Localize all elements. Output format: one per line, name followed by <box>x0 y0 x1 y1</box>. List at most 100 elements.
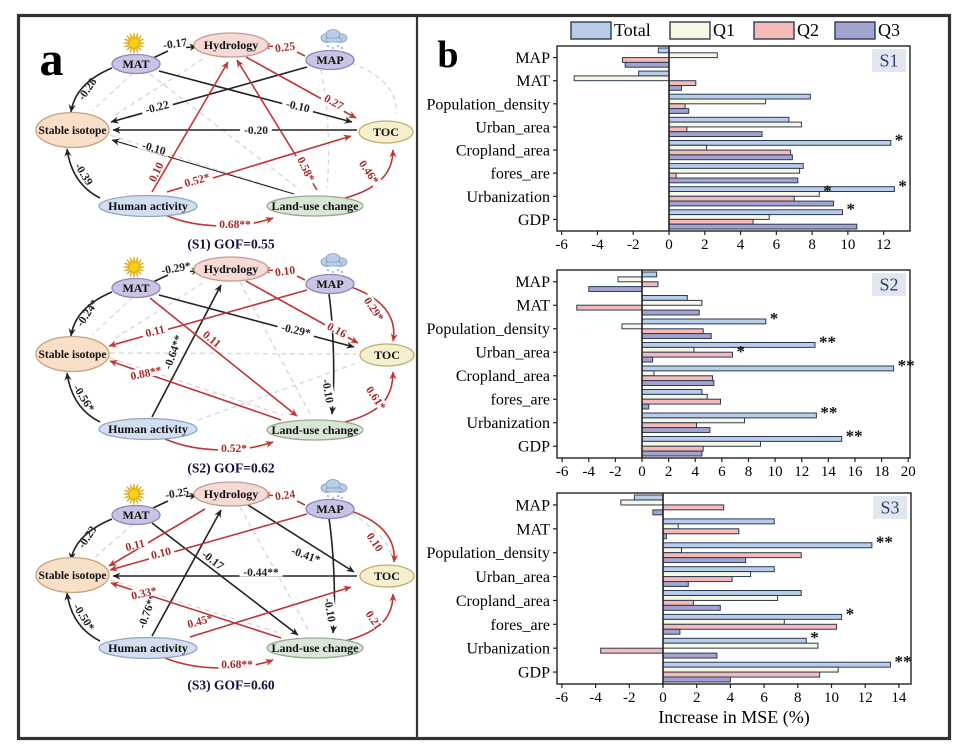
svg-text:*: * <box>847 200 856 219</box>
svg-text:-0.29*: -0.29* <box>160 260 192 277</box>
svg-text:18: 18 <box>874 464 889 480</box>
svg-text:8: 8 <box>808 237 816 253</box>
svg-text:S2: S2 <box>879 275 898 295</box>
svg-text:*: * <box>898 177 907 196</box>
svg-text:TOC: TOC <box>374 348 400 362</box>
svg-text:Stable isotope: Stable isotope <box>38 349 106 361</box>
svg-text:0.68**: 0.68** <box>219 219 251 231</box>
svg-text:0: 0 <box>665 237 673 253</box>
svg-text:*: * <box>770 309 779 328</box>
svg-text:6: 6 <box>773 237 781 253</box>
svg-text:0.52*: 0.52* <box>221 443 247 455</box>
svg-text:12: 12 <box>876 237 891 253</box>
svg-text:b: b <box>437 34 458 76</box>
svg-text:**: ** <box>820 403 837 422</box>
svg-text:16: 16 <box>847 464 863 480</box>
svg-text:-2: -2 <box>623 690 636 706</box>
svg-text:MAP: MAP <box>316 277 343 291</box>
svg-text:Total: Total <box>614 20 651 40</box>
svg-text:-0.20: -0.20 <box>244 125 268 137</box>
svg-text:Cropland_area: Cropland_area <box>456 368 550 385</box>
svg-text:0.11: 0.11 <box>144 324 166 340</box>
svg-text:Hydrology: Hydrology <box>204 487 258 501</box>
svg-text:12: 12 <box>794 464 809 480</box>
svg-text:S1: S1 <box>879 51 898 71</box>
svg-text:*: * <box>737 342 746 361</box>
svg-text:(S1) GOF=0.55: (S1) GOF=0.55 <box>187 237 274 252</box>
svg-text:-0.44**: -0.44** <box>243 567 279 579</box>
svg-text:0.25: 0.25 <box>274 41 296 56</box>
svg-text:-0.25: -0.25 <box>164 486 190 502</box>
svg-text:GDP: GDP <box>518 665 550 682</box>
svg-text:20: 20 <box>901 464 916 480</box>
svg-text:-2: -2 <box>609 464 622 480</box>
svg-text:10: 10 <box>824 690 839 706</box>
svg-text:TOC: TOC <box>374 569 400 583</box>
svg-text:(S2) GOF=0.62: (S2) GOF=0.62 <box>187 461 274 476</box>
svg-text:14: 14 <box>891 690 907 706</box>
svg-text:TOC: TOC <box>373 125 399 139</box>
svg-text:*: * <box>895 130 904 149</box>
svg-text:2: 2 <box>665 464 673 480</box>
svg-text:6: 6 <box>718 464 726 480</box>
svg-text:Urban_area: Urban_area <box>475 569 550 586</box>
svg-text:2: 2 <box>701 237 709 253</box>
svg-text:-2: -2 <box>627 237 640 253</box>
svg-text:-0.10: -0.10 <box>319 378 335 404</box>
svg-text:**: ** <box>898 356 915 375</box>
svg-text:8: 8 <box>745 464 753 480</box>
svg-text:MAP: MAP <box>515 50 550 67</box>
svg-text:6: 6 <box>760 690 768 706</box>
svg-text:-6: -6 <box>556 690 569 706</box>
svg-text:-4: -4 <box>583 464 596 480</box>
svg-text:*: * <box>810 628 819 647</box>
svg-text:4: 4 <box>737 237 745 253</box>
svg-text:-0.10: -0.10 <box>321 597 337 623</box>
svg-text:MAP: MAP <box>316 53 343 67</box>
svg-text:2: 2 <box>693 690 701 706</box>
svg-text:0.10: 0.10 <box>274 265 296 280</box>
svg-text:-0.22: -0.22 <box>144 99 170 116</box>
svg-text:**: ** <box>876 533 893 552</box>
svg-text:a: a <box>40 33 64 86</box>
svg-text:Urban_area: Urban_area <box>475 345 550 362</box>
svg-text:4: 4 <box>727 690 735 706</box>
svg-text:-0.17: -0.17 <box>162 37 188 52</box>
svg-text:10: 10 <box>768 464 783 480</box>
svg-text:fores_are: fores_are <box>490 392 550 409</box>
svg-text:4: 4 <box>691 464 699 480</box>
svg-text:Human activity: Human activity <box>108 199 188 213</box>
svg-text:-0.10: -0.10 <box>285 98 311 115</box>
svg-text:-6: -6 <box>556 464 569 480</box>
svg-text:MAT: MAT <box>122 508 149 522</box>
svg-text:(S3) GOF=0.60: (S3) GOF=0.60 <box>187 678 274 693</box>
svg-text:GDP: GDP <box>518 212 550 229</box>
svg-text:Human activity: Human activity <box>108 422 188 436</box>
svg-text:MAT: MAT <box>516 298 550 315</box>
svg-text:Population_density: Population_density <box>426 96 550 113</box>
svg-text:MAT: MAT <box>516 73 550 90</box>
svg-text:8: 8 <box>794 690 802 706</box>
svg-text:Hydrology: Hydrology <box>204 38 258 52</box>
svg-text:Land-use change: Land-use change <box>271 199 359 213</box>
svg-text:Increase in MSE (%): Increase in MSE (%) <box>658 707 809 728</box>
svg-text:Q3: Q3 <box>878 20 900 40</box>
svg-text:MAT: MAT <box>122 57 149 71</box>
svg-text:Urbanization: Urbanization <box>466 189 550 206</box>
svg-text:fores_are: fores_are <box>490 166 550 183</box>
svg-text:0: 0 <box>659 690 667 706</box>
svg-text:MAP: MAP <box>515 274 550 291</box>
svg-text:-6: -6 <box>555 237 568 253</box>
svg-text:Urban_area: Urban_area <box>475 119 550 136</box>
svg-text:MAP: MAP <box>515 497 550 514</box>
svg-text:Cropland_area: Cropland_area <box>456 593 550 610</box>
svg-text:**: ** <box>846 426 863 445</box>
svg-text:0.33*: 0.33* <box>130 585 158 603</box>
svg-text:MAP: MAP <box>316 502 343 516</box>
svg-text:*: * <box>823 181 832 200</box>
svg-text:-4: -4 <box>589 690 602 706</box>
svg-text:Population_density: Population_density <box>426 545 550 562</box>
svg-text:fores_are: fores_are <box>490 617 550 634</box>
svg-text:S3: S3 <box>880 498 899 518</box>
svg-text:MAT: MAT <box>122 281 149 295</box>
